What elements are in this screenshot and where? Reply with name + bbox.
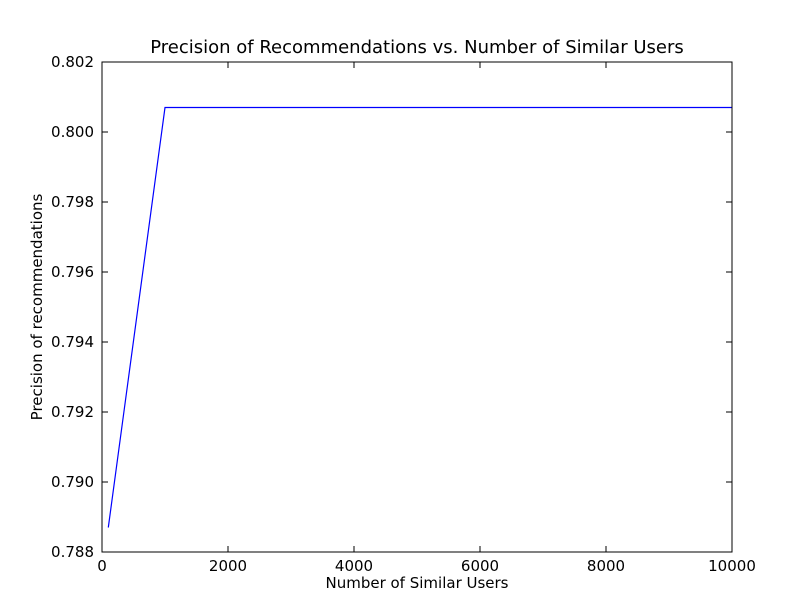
plot-frame <box>101 61 733 553</box>
y-axis-ticks: 0.788 0.790 0.792 0.794 0.796 0.798 0.800 0.802 <box>51 53 732 561</box>
plot-area <box>101 61 733 553</box>
y-tick-label: 0.794 <box>51 333 94 351</box>
x-axis-ticks: 0 2000 4000 6000 8000 10000 <box>97 62 756 575</box>
y-tick-label: 0.798 <box>51 193 94 211</box>
x-tick-label: 8000 <box>587 557 625 575</box>
x-tick-label: 6000 <box>461 557 499 575</box>
plot-background <box>102 62 732 552</box>
x-tick-label: 0 <box>97 557 107 575</box>
x-tick-label: 10000 <box>708 557 756 575</box>
x-tick-label: 2000 <box>209 557 247 575</box>
x-axis-label: Number of Similar Users <box>325 574 508 592</box>
chart-title: Precision of Recommendations vs. Number … <box>150 37 683 58</box>
y-tick-label: 0.788 <box>51 543 94 561</box>
y-tick-label: 0.790 <box>51 473 94 491</box>
x-tick-label: 4000 <box>335 557 373 575</box>
series-line <box>107 106 732 528</box>
y-tick-label: 0.802 <box>51 53 94 71</box>
y-axis-label: Precision of recommendations <box>28 194 46 421</box>
y-tick-label: 0.800 <box>51 123 94 141</box>
y-tick-label: 0.796 <box>51 263 94 281</box>
y-tick-label: 0.792 <box>51 403 94 421</box>
